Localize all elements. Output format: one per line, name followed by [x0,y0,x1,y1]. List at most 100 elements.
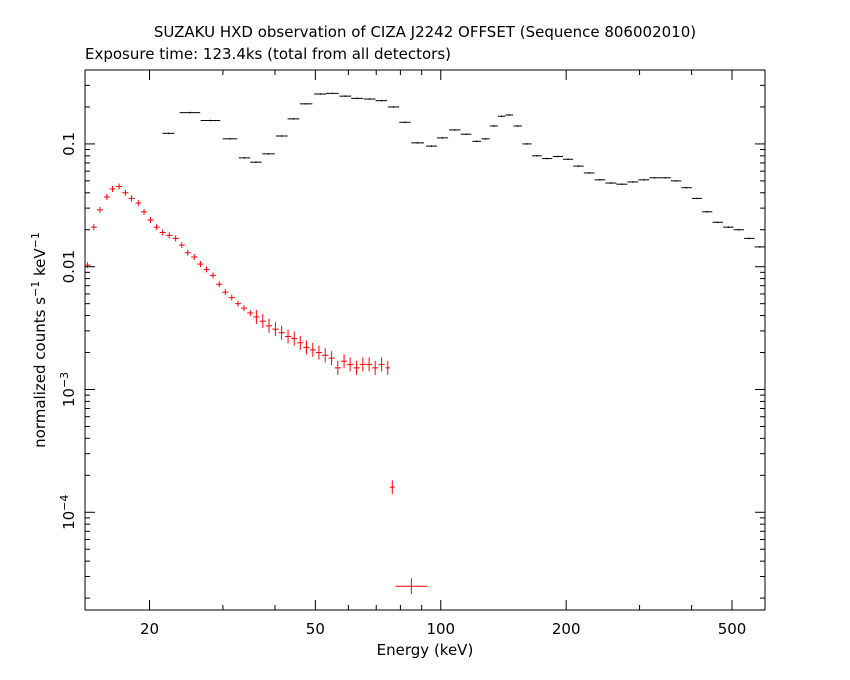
data-point-black [411,142,425,144]
data-point-red [104,193,110,200]
data-point-red [115,183,123,190]
data-point-black [262,153,275,155]
data-point-black [541,157,553,160]
data-point-black [681,186,692,189]
data-point-red [96,206,103,213]
data-point-black [351,97,364,100]
chart-title: SUZAKU HXD observation of CIZA J2242 OFF… [154,23,696,41]
data-point-red [197,261,204,268]
data-point-black [744,237,755,240]
data-point-black [497,115,506,118]
y-tick-label: 0.1 [60,132,78,156]
chart-subtitle: Exposure time: 123.4ks (total from all d… [85,45,451,63]
data-point-black [594,179,606,181]
data-point-black [712,221,723,224]
x-tick-label: 20 [140,620,159,638]
data-point-red [90,224,97,231]
y-axis-label: normalized counts s−1 keV−1 [29,232,50,448]
data-point-black [513,125,522,127]
data-point-black [460,133,472,136]
data-point-black [522,143,532,145]
data-point-red [228,294,235,301]
data-point-red [359,357,366,372]
data-point-red [166,232,173,239]
data-point-red [284,329,292,344]
data-point-red [328,351,335,366]
data-point-red [395,578,428,595]
data-point-black [387,106,400,108]
y-axis-label-exp1: −1 [29,281,42,297]
data-point-black [649,176,660,179]
y-tick-label: 10−4 [58,495,79,530]
y-axis-label-base: normalized counts s [31,297,49,448]
data-point-red [297,335,304,350]
data-point-red [272,322,279,337]
data-point-red [172,235,179,242]
data-point-red [109,185,116,192]
data-point-red [291,331,298,346]
plot-frame [84,69,766,611]
data-point-red [315,345,322,360]
data-markers [84,92,766,595]
y-tick-label: 10−3 [58,372,79,407]
data-point-black [627,181,639,183]
data-point-black [573,165,584,167]
data-point-black [250,161,262,163]
data-point-black [638,179,650,181]
data-point-black [425,145,438,147]
data-point-black [363,98,376,100]
data-point-red [153,224,160,231]
x-tick-label: 500 [718,620,747,638]
data-point-red [353,360,360,375]
data-point-red [390,480,395,495]
data-point-red [147,217,154,224]
data-point-black [552,155,563,158]
data-point-black [702,211,713,213]
data-point-red [203,266,210,273]
data-point-black [437,137,449,139]
x-tick-labels: 20 50 100 200 500 [140,620,746,638]
data-point-black [605,182,617,184]
data-point-red [322,348,329,363]
data-point-red [128,195,135,202]
data-point-black [472,140,482,143]
data-point-black [222,138,238,140]
data-point-black [583,172,595,174]
data-point-red [253,309,260,324]
y-axis-label-exp2: −1 [29,232,42,248]
data-point-black [489,125,498,127]
data-point-red [234,300,241,307]
data-point-black [375,99,388,102]
data-point-black [339,95,352,97]
data-point-red [385,360,391,375]
data-point-red [247,309,254,316]
data-point-red [378,357,385,372]
data-point-red [334,360,341,375]
x-tick-label: 100 [426,620,455,638]
data-point-red [265,318,273,333]
data-point-red [309,342,316,357]
data-point-red [303,340,310,355]
data-point-red [184,249,191,256]
data-point-black [399,121,411,124]
data-point-black [505,114,514,116]
data-point-black [616,183,628,185]
data-point-black [299,103,313,105]
data-point-black [162,132,175,135]
data-point-black [179,111,201,114]
x-tick-label: 50 [306,620,325,638]
data-point-black [691,197,703,200]
data-point-red [178,242,185,249]
data-point-black [449,129,461,131]
data-point-red [372,360,379,375]
data-point-red [135,200,142,207]
data-point-red [259,314,266,329]
data-point-red [216,281,223,288]
data-point-red [191,253,198,260]
data-point-black [314,93,327,95]
y-tick-labels: 0.1 0.01 10−3 10−4 [58,132,79,530]
data-point-red [159,229,166,236]
data-point-black [238,157,251,159]
y-tick-label: 0.01 [60,250,78,283]
